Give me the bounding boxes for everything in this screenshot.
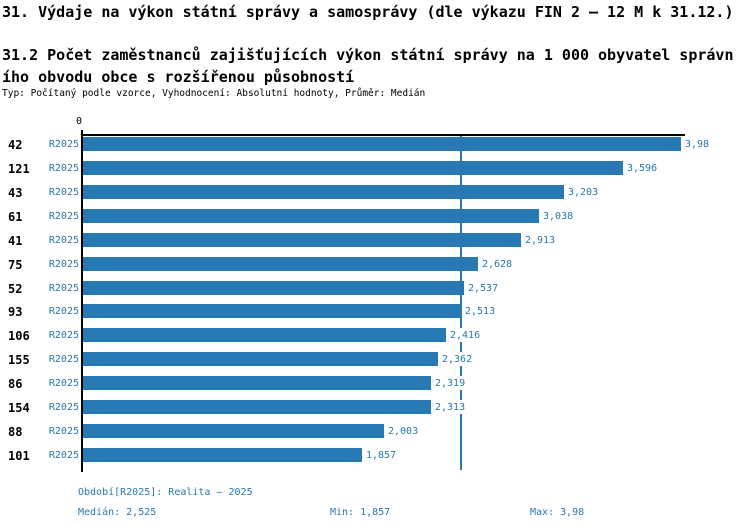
category-label: 86	[8, 377, 23, 391]
period-label: R2025	[48, 163, 79, 174]
median-line	[460, 136, 462, 470]
report-title: 31. Výdaje na výkon státní správy a samo…	[2, 3, 734, 21]
bar	[83, 161, 623, 175]
indicator-title-line2: ího obvodu obce s rozšířenou působností	[2, 68, 355, 86]
category-label: 61	[8, 210, 23, 224]
bar	[83, 257, 478, 271]
category-label: 43	[8, 186, 23, 200]
category-label: 41	[8, 234, 23, 248]
value-label: 1,857	[364, 448, 399, 462]
bar	[83, 448, 362, 462]
value-label: 2,319	[433, 376, 468, 390]
value-label: 2,513	[463, 304, 498, 318]
bar	[83, 400, 431, 414]
footer-median: Medián: 2,525	[78, 507, 157, 518]
bar	[83, 304, 461, 318]
category-label: 93	[8, 305, 23, 319]
x-axis-line	[81, 134, 685, 136]
footer-period: Období[R2025]: Realita – 2025	[78, 487, 253, 498]
bar	[83, 424, 384, 438]
value-label: 2,537	[466, 281, 501, 295]
category-label: 154	[8, 401, 30, 415]
y-axis-line	[81, 130, 83, 472]
indicator-meta: Typ: Počítaný podle vzorce, Vyhodnocení:…	[2, 88, 426, 99]
indicator-title-line1: 31.2 Počet zaměstnanců zajišťujících výk…	[2, 46, 734, 64]
category-label: 88	[8, 425, 23, 439]
period-label: R2025	[48, 426, 79, 437]
period-label: R2025	[48, 139, 79, 150]
value-label: 3,98	[683, 137, 712, 151]
value-label: 2,913	[523, 233, 558, 247]
value-label: 3,596	[625, 161, 660, 175]
period-label: R2025	[48, 306, 79, 317]
period-label: R2025	[48, 354, 79, 365]
period-label: R2025	[48, 235, 79, 246]
period-label: R2025	[48, 187, 79, 198]
period-label: R2025	[48, 211, 79, 222]
value-label: 2,416	[448, 328, 483, 342]
value-label: 2,628	[480, 257, 515, 271]
bar	[83, 137, 681, 151]
category-label: 101	[8, 449, 30, 463]
bar	[83, 233, 521, 247]
period-label: R2025	[48, 259, 79, 270]
x-axis-zero-tick: 0	[75, 116, 83, 127]
category-label: 121	[8, 162, 30, 176]
footer-max: Max: 3,98	[530, 507, 585, 518]
period-label: R2025	[48, 450, 79, 461]
period-label: R2025	[48, 402, 79, 413]
bar	[83, 352, 438, 366]
bar	[83, 376, 431, 390]
category-label: 52	[8, 282, 23, 296]
category-label: 106	[8, 329, 30, 343]
value-label: 2,313	[433, 400, 468, 414]
bar	[83, 185, 564, 199]
value-label: 3,038	[541, 209, 576, 223]
bar	[83, 328, 446, 342]
period-label: R2025	[48, 378, 79, 389]
category-label: 75	[8, 258, 23, 272]
period-label: R2025	[48, 330, 79, 341]
category-label: 155	[8, 353, 30, 367]
indicator-title: 31.2 Počet zaměstnanců zajišťujících výk…	[2, 44, 734, 88]
value-label: 3,203	[566, 185, 601, 199]
period-label: R2025	[48, 283, 79, 294]
bar	[83, 281, 464, 295]
value-label: 2,362	[440, 352, 475, 366]
bar	[83, 209, 539, 223]
value-label: 2,003	[386, 424, 421, 438]
category-label: 42	[8, 138, 23, 152]
footer-min: Min: 1,857	[330, 507, 391, 518]
